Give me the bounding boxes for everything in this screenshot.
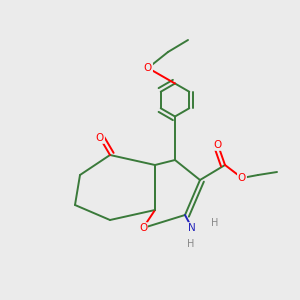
- Text: O: O: [144, 63, 152, 73]
- Text: O: O: [214, 140, 222, 150]
- Text: O: O: [139, 223, 147, 233]
- Text: H: H: [211, 218, 219, 228]
- Text: N: N: [188, 223, 196, 233]
- Text: O: O: [238, 173, 246, 183]
- Text: H: H: [187, 239, 195, 249]
- Text: O: O: [96, 133, 104, 143]
